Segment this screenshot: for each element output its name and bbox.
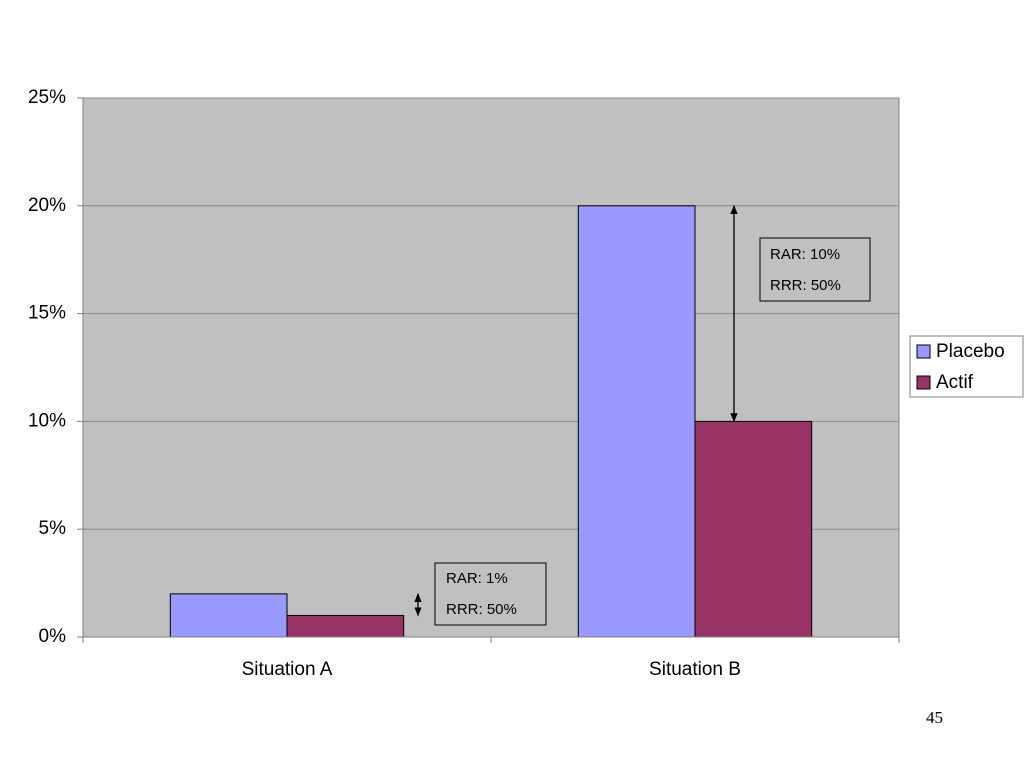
y-tick-label: 20% [28,195,66,216]
legend-label: Actif [936,372,974,393]
bar [286,614,405,638]
y-tick-label: 25% [28,87,66,108]
legend-swatch [916,344,931,359]
y-tick-label: 5% [39,518,67,539]
bar [577,205,696,638]
x-tick-label: Situation A [242,659,333,680]
legend-label: Placebo [936,341,1005,362]
annotation-box [759,237,871,302]
legend-swatch [916,375,931,390]
annotation-box [434,562,547,626]
annotation-text: RRR: 50% [770,277,841,294]
y-tick-label: 0% [39,626,67,647]
y-tick-label: 10% [28,410,66,431]
bar [169,593,288,638]
annotation-text: RAR: 1% [446,570,508,587]
bar [694,420,813,638]
y-tick-label: 15% [28,303,66,324]
x-tick-label: Situation B [649,659,741,680]
annotation-text: RRR: 50% [446,601,517,618]
annotation-text: RAR: 10% [770,246,840,263]
page-number: 45 [926,708,943,727]
